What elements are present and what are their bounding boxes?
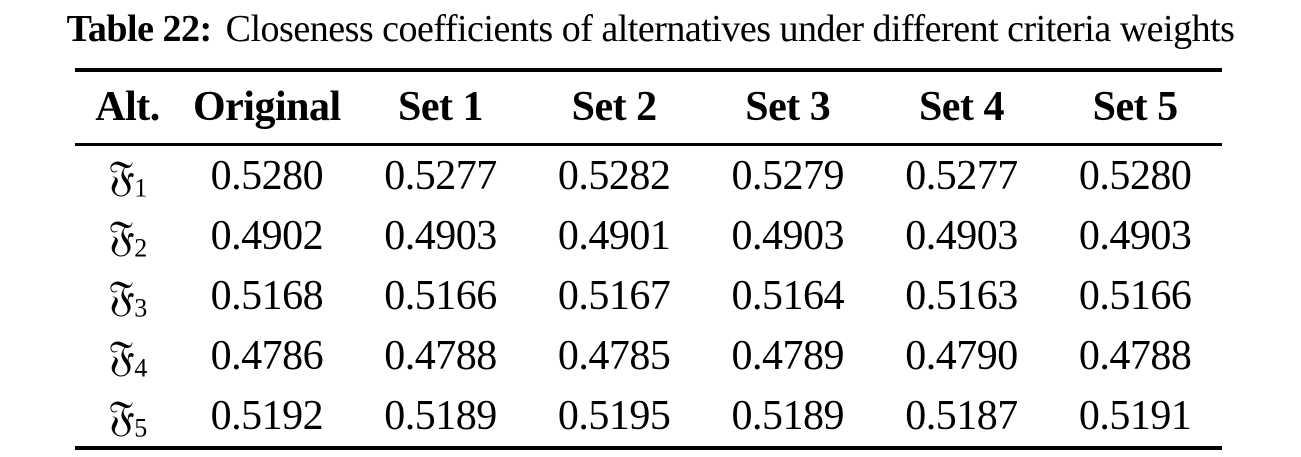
fraktur-f-symbol: 𝔉 bbox=[108, 390, 135, 440]
cell-value: 0.5280 bbox=[1078, 152, 1192, 199]
cell-value: 0.5166 bbox=[1078, 272, 1192, 319]
cell-value: 0.5282 bbox=[557, 152, 671, 199]
header-row: Alt. Original Set 1 Set 2 Set 3 Set 4 Se… bbox=[75, 70, 1222, 144]
cell-value: 0.5164 bbox=[731, 272, 845, 319]
column-header-set2: Set 2 bbox=[571, 84, 657, 130]
cell-value: 0.5167 bbox=[557, 272, 671, 319]
cell-value: 0.5187 bbox=[905, 392, 1018, 439]
cell-value: 0.4901 bbox=[557, 212, 671, 259]
table-caption-text: Closeness coefficients of alternatives u… bbox=[225, 8, 1235, 50]
column-header-original: Original bbox=[192, 84, 341, 130]
cell-value: 0.4786 bbox=[210, 332, 324, 379]
column-header-set3: Set 3 bbox=[745, 84, 831, 130]
cell-value: 0.5195 bbox=[557, 392, 671, 439]
column-header-set4: Set 4 bbox=[918, 84, 1004, 130]
alt-label-f5: 𝔉5 bbox=[75, 386, 180, 448]
table-row: 𝔉3 0.5168 0.5166 0.5167 0.5164 0.5163 0.… bbox=[75, 266, 1222, 326]
table-row: 𝔉2 0.4902 0.4903 0.4901 0.4903 0.4903 0.… bbox=[75, 206, 1222, 266]
fraktur-f-symbol: 𝔉 bbox=[108, 210, 135, 260]
alt-label-f2: 𝔉2 bbox=[75, 206, 180, 266]
table-row: 𝔉1 0.5280 0.5277 0.5282 0.5279 0.5277 0.… bbox=[75, 144, 1222, 206]
cell-value: 0.5192 bbox=[210, 392, 324, 439]
alt-subscript: 1 bbox=[134, 173, 147, 202]
fraktur-f-symbol: 𝔉 bbox=[108, 330, 135, 380]
alt-subscript: 3 bbox=[134, 293, 147, 322]
cell-value: 0.5277 bbox=[384, 152, 497, 199]
cell-value: 0.4785 bbox=[557, 332, 671, 379]
cell-value: 0.4903 bbox=[1078, 212, 1192, 259]
fraktur-f-symbol: 𝔉 bbox=[108, 270, 135, 320]
table-body: 𝔉1 0.5280 0.5277 0.5282 0.5279 0.5277 0.… bbox=[75, 144, 1222, 448]
cell-value: 0.5163 bbox=[905, 272, 1018, 319]
table-caption-label: Table 22: bbox=[66, 8, 213, 50]
cell-value: 0.4903 bbox=[731, 212, 845, 259]
cell-value: 0.4903 bbox=[905, 212, 1018, 259]
alt-subscript: 5 bbox=[134, 413, 147, 442]
alt-subscript: 2 bbox=[134, 233, 147, 262]
cell-value: 0.4790 bbox=[905, 332, 1018, 379]
column-header-set5: Set 5 bbox=[1092, 84, 1178, 130]
cell-value: 0.5189 bbox=[731, 392, 845, 439]
cell-value: 0.4903 bbox=[384, 212, 497, 259]
column-header-set1: Set 1 bbox=[397, 84, 483, 130]
alt-label-f1: 𝔉1 bbox=[75, 144, 180, 206]
cell-value: 0.5191 bbox=[1078, 392, 1192, 439]
cell-value: 0.5277 bbox=[905, 152, 1018, 199]
table-header: Alt. Original Set 1 Set 2 Set 3 Set 4 Se… bbox=[75, 70, 1222, 144]
fraktur-f-symbol: 𝔉 bbox=[108, 150, 135, 200]
cell-value: 0.5189 bbox=[384, 392, 497, 439]
alt-label-f4: 𝔉4 bbox=[75, 326, 180, 386]
cell-value: 0.5168 bbox=[210, 272, 324, 319]
cell-value: 0.4788 bbox=[1078, 332, 1192, 379]
cell-value: 0.4788 bbox=[384, 332, 497, 379]
alt-subscript: 4 bbox=[134, 353, 147, 382]
closeness-coefficients-table: Alt. Original Set 1 Set 2 Set 3 Set 4 Se… bbox=[75, 67, 1222, 450]
cell-value: 0.5279 bbox=[731, 152, 845, 199]
cell-value: 0.4789 bbox=[731, 332, 845, 379]
table-row: 𝔉5 0.5192 0.5189 0.5195 0.5189 0.5187 0.… bbox=[75, 386, 1222, 448]
alt-label-f3: 𝔉3 bbox=[75, 266, 180, 326]
table-caption: Table 22: Closeness coefficients of alter… bbox=[0, 0, 1301, 54]
cell-value: 0.5280 bbox=[210, 152, 324, 199]
cell-value: 0.4902 bbox=[210, 212, 324, 259]
cell-value: 0.5166 bbox=[384, 272, 497, 319]
column-header-alt: Alt. bbox=[95, 84, 160, 130]
table-row: 𝔉4 0.4786 0.4788 0.4785 0.4789 0.4790 0.… bbox=[75, 326, 1222, 386]
